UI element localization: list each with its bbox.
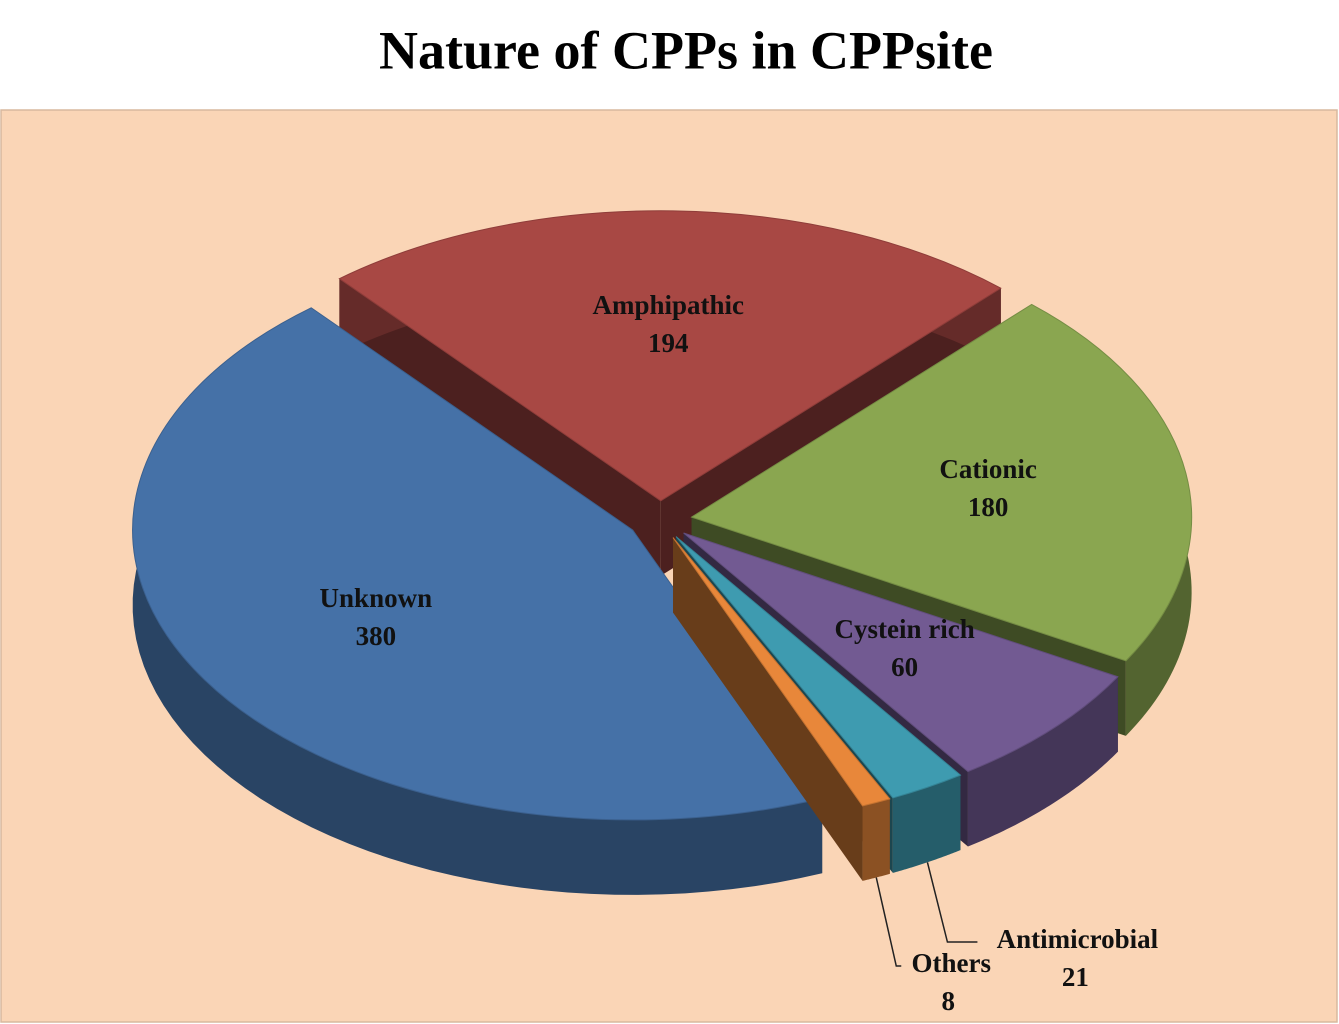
slice-side bbox=[967, 676, 1118, 847]
value-label: 21 bbox=[1062, 962, 1089, 992]
slice bbox=[672, 537, 891, 807]
slice bbox=[132, 307, 823, 821]
value-label: 380 bbox=[356, 621, 397, 651]
pie bbox=[132, 210, 1193, 895]
slice bbox=[683, 532, 1119, 773]
slice-label: Antimicrobial bbox=[997, 924, 1159, 954]
value-label: 8 bbox=[942, 986, 956, 1016]
slice-label: Unknown bbox=[320, 583, 433, 613]
chart-title: Nature of CPPs in CPPsite bbox=[379, 20, 993, 80]
value-label: 194 bbox=[648, 328, 689, 358]
slice-side bbox=[862, 798, 890, 881]
slice-label: Amphipathic bbox=[592, 290, 744, 320]
slice-side bbox=[892, 775, 961, 873]
slice-side bbox=[132, 307, 823, 895]
slice-label: Others bbox=[912, 948, 991, 978]
value-label: 60 bbox=[891, 652, 918, 682]
slice bbox=[675, 536, 962, 799]
slice bbox=[338, 210, 1002, 502]
slice bbox=[690, 303, 1193, 662]
leader-line bbox=[875, 877, 902, 967]
slice-label: Cystein rich bbox=[835, 614, 975, 644]
value-label: 180 bbox=[968, 492, 1009, 522]
slice-label: Cationic bbox=[939, 454, 1037, 484]
leader-line bbox=[926, 862, 978, 943]
slice-side bbox=[673, 537, 863, 881]
